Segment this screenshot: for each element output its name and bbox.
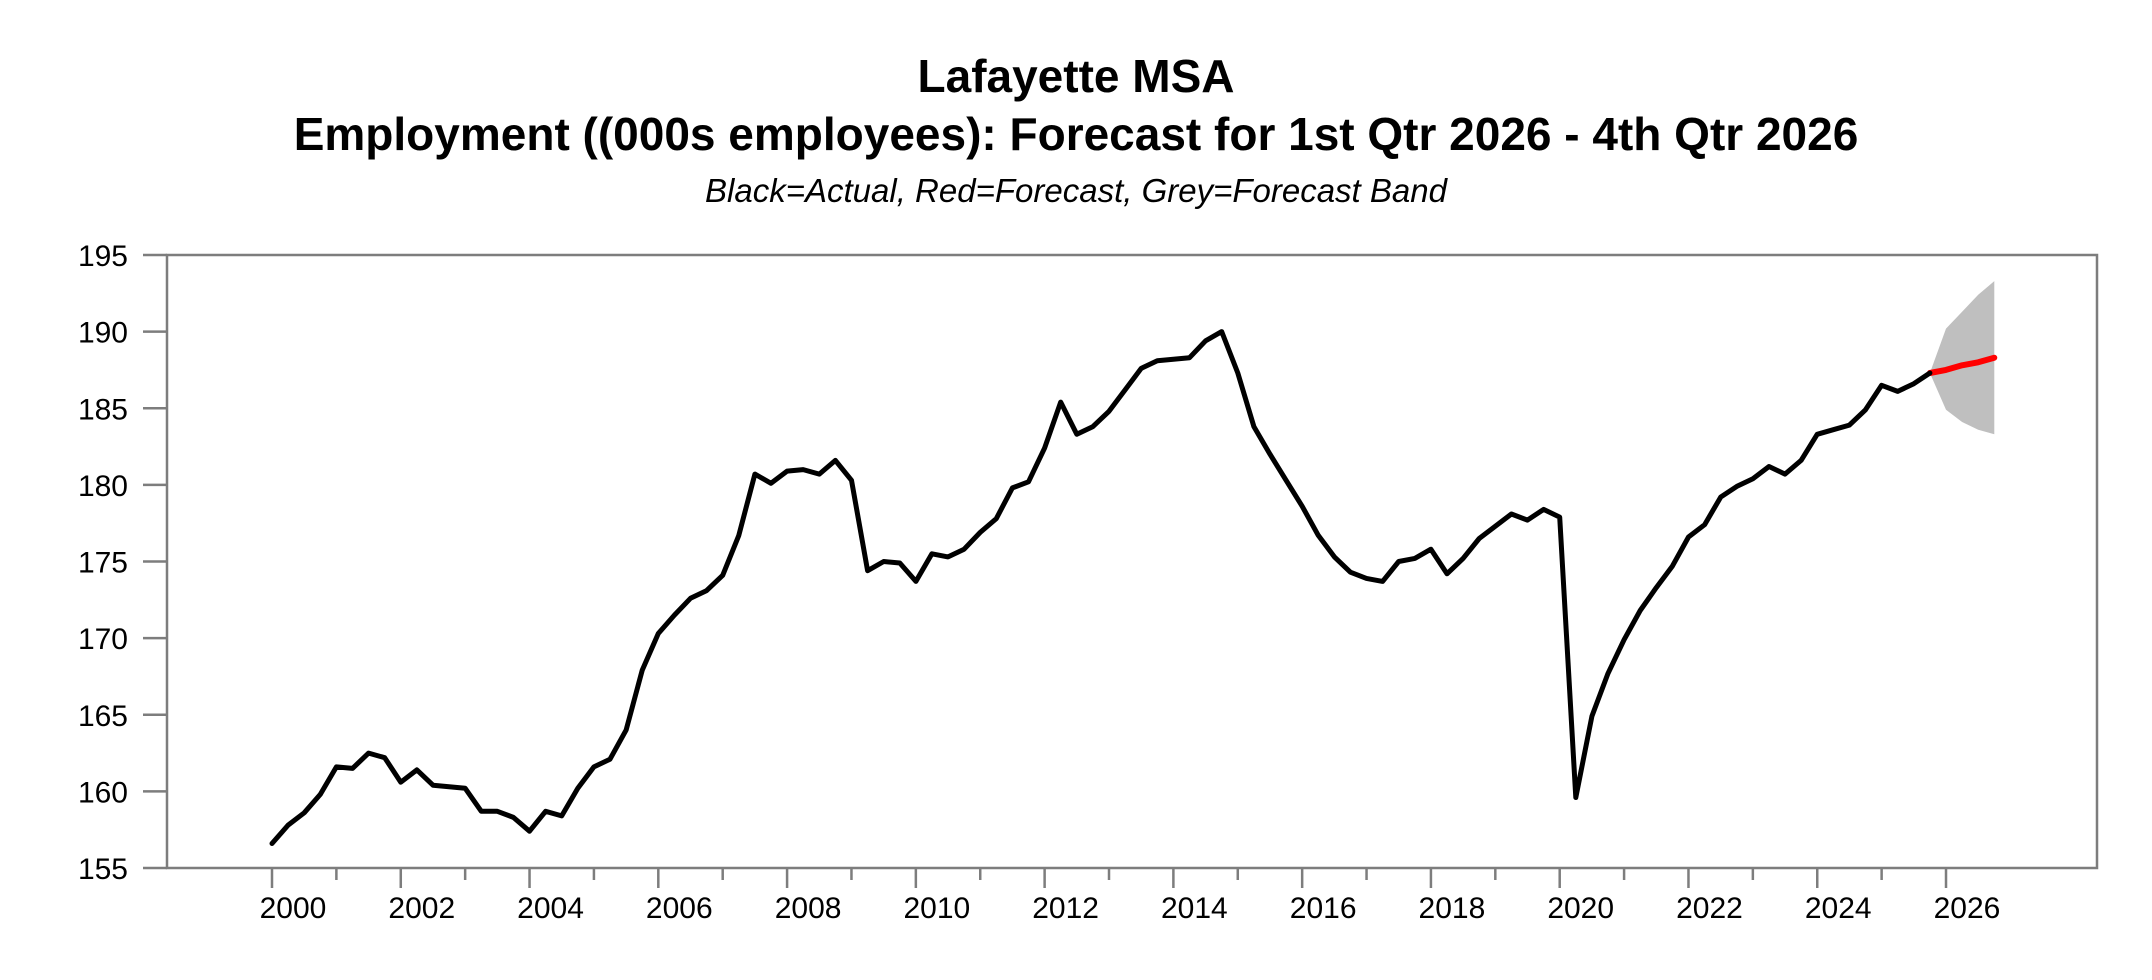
y-tick-label: 170 [78, 623, 128, 656]
y-tick-label: 190 [78, 317, 128, 350]
y-tick-label: 155 [78, 853, 128, 886]
y-tick-label: 180 [78, 470, 128, 503]
y-tick-label: 185 [78, 393, 128, 426]
forecast-line [1926, 354, 1998, 376]
chart-subtitle: Black=Actual, Red=Forecast, Grey=Forecas… [705, 172, 1449, 209]
y-tick-label: 165 [78, 700, 128, 733]
x-tick-label: 2018 [1419, 892, 1486, 925]
y-tick-label: 175 [78, 547, 128, 580]
x-tick-label: 2026 [1934, 892, 2001, 925]
x-tick-label: 2022 [1676, 892, 1743, 925]
chart-title-line1: Lafayette MSA [918, 50, 1235, 102]
axes-layer: 155 160 165 170 175 180 185 190 195 2000 2002 2004 2… [78, 240, 2000, 925]
x-tick-label: 2000 [260, 892, 327, 925]
x-tick-label: 2008 [775, 892, 842, 925]
x-tick-label: 2002 [388, 892, 455, 925]
x-tick-label: 2004 [517, 892, 584, 925]
x-tick-label: 2010 [903, 892, 970, 925]
forecast-band [1929, 281, 1995, 435]
x-tick-label: 2012 [1032, 892, 1099, 925]
forecast-band-layer [1929, 281, 1995, 435]
y-tick-label: 160 [78, 776, 128, 809]
plot-frame [165, 253, 2099, 870]
chart-title-line2: Employment ((000s employees): Forecast f… [294, 108, 1859, 160]
series-layer [269, 329, 1998, 846]
x-tick-label: 2024 [1805, 892, 1872, 925]
x-tick-label: 2016 [1290, 892, 1357, 925]
actual-line [269, 329, 1933, 846]
x-tick-label: 2014 [1161, 892, 1228, 925]
x-tick-label: 2006 [646, 892, 713, 925]
x-tick-label: 2020 [1547, 892, 1614, 925]
y-tick-label: 195 [78, 240, 128, 273]
